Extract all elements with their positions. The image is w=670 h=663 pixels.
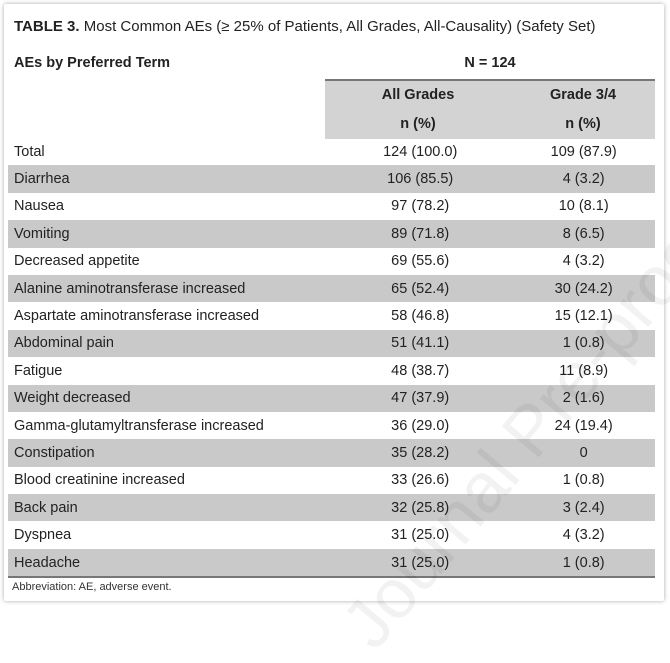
cell-all-grades: 106 (85.5) [387, 171, 454, 188]
cell-grade34: 10 (8.1) [558, 198, 609, 215]
cell-all-grades: 58 (46.8) [391, 308, 450, 325]
header-grade34: Grade 3/4 n (%) [511, 79, 655, 139]
cell-grade34: 4 (3.2) [562, 171, 605, 188]
cell-all-grades: 32 (25.8) [391, 499, 450, 516]
col-grade34: Grade 3/4 [549, 87, 617, 103]
cell-grade34: 109 (87.9) [550, 143, 617, 160]
table-row: Gamma-glutamyltransferase increased 36 (2… [8, 412, 655, 439]
cell-term: Nausea [14, 198, 64, 215]
cell-grade34: 1 (0.8) [562, 554, 605, 571]
table-body: Total 124 (100.0) 109 (87.9) Diarrhea 106 (8… [8, 138, 655, 577]
cell-all-grades: 35 (28.2) [391, 444, 450, 461]
table-row: Diarrhea 106 (85.5) 4 (3.2) [8, 165, 655, 193]
cell-term: Constipation [14, 444, 95, 461]
table-row: Dyspnea 31 (25.0) 4 (3.2) [8, 521, 655, 548]
header-all-grades: All Grades n (%) [325, 79, 511, 139]
cell-all-grades: 51 (41.1) [391, 335, 450, 352]
header-n: N = 124 [464, 55, 516, 71]
cell-grade34: 8 (6.5) [562, 225, 605, 242]
cell-all-grades: 48 (38.7) [391, 362, 450, 379]
table-caption: Most Common AEs (≥ 25% of Patients, All … [79, 18, 596, 35]
table-row: Weight decreased 47 (37.9) 2 (1.6) [8, 384, 655, 412]
table-row: Headache 31 (25.0) 1 (0.8) [8, 548, 655, 577]
footnote: Abbreviation: AE, adverse event. [12, 581, 172, 593]
cell-all-grades: 31 (25.0) [391, 554, 450, 571]
header-term: AEs by Preferred Term [14, 55, 171, 71]
cell-all-grades: 69 (55.6) [391, 253, 450, 270]
cell-term: Back pain [14, 499, 78, 516]
table-row: Constipation 35 (28.2) 0 [8, 439, 655, 467]
cell-grade34: 2 (1.6) [562, 390, 605, 407]
table-row: Back pain 32 (25.8) 3 (2.4) [8, 494, 655, 522]
cell-grade34: 30 (24.2) [554, 280, 613, 297]
table-row: Total 124 (100.0) 109 (87.9) [8, 138, 655, 165]
cell-all-grades: 124 (100.0) [383, 143, 458, 160]
cell-grade34: 1 (0.8) [562, 335, 605, 352]
cell-grade34: 0 [579, 444, 588, 461]
cell-grade34: 24 (19.4) [554, 417, 613, 434]
table-card: TABLE 3. Most Common AEs (≥ 25% of Patie… [4, 4, 664, 601]
cell-term: Weight decreased [14, 390, 131, 407]
cell-term: Alanine aminotransferase increased [14, 280, 246, 297]
table-bottom-rule [8, 576, 655, 578]
col-grade34-unit: n (%) [565, 116, 601, 132]
table-row: Decreased appetite 69 (55.6) 4 (3.2) [8, 248, 655, 275]
cell-term: Gamma-glutamyltransferase increased [14, 417, 264, 434]
cell-all-grades: 97 (78.2) [391, 198, 450, 215]
table-row: Vomiting 89 (71.8) 8 (6.5) [8, 220, 655, 248]
cell-term: Dyspnea [14, 527, 72, 544]
table-number: TABLE 3. [14, 18, 80, 35]
cell-grade34: 15 (12.1) [554, 308, 613, 325]
table-row: Fatigue 48 (38.7) 11 (8.9) [8, 357, 655, 384]
col-all-grades: All Grades [381, 87, 455, 103]
cell-all-grades: 33 (26.6) [391, 472, 450, 489]
table-row: Blood creatinine increased 33 (26.6) 1 (0.… [8, 467, 655, 494]
cell-all-grades: 31 (25.0) [391, 527, 450, 544]
cell-grade34: 1 (0.8) [562, 472, 605, 489]
cell-all-grades: 89 (71.8) [391, 225, 450, 242]
cell-grade34: 3 (2.4) [562, 499, 605, 516]
cell-all-grades: 65 (52.4) [391, 280, 450, 297]
cell-term: Decreased appetite [14, 253, 140, 270]
cell-all-grades: 36 (29.0) [391, 417, 450, 434]
table-row: Abdominal pain 51 (41.1) 1 (0.8) [8, 329, 655, 358]
table-row: Alanine aminotransferase increased 65 (52… [8, 274, 655, 303]
table-row: Nausea 97 (78.2) 10 (8.1) [8, 193, 655, 220]
cell-term: Abdominal pain [14, 335, 114, 352]
cell-grade34: 4 (3.2) [562, 253, 605, 270]
cell-term: Vomiting [14, 225, 70, 242]
cell-all-grades: 47 (37.9) [391, 390, 450, 407]
cell-grade34: 11 (8.9) [559, 362, 609, 379]
table-row: Aspartate aminotransferase increased 58 (… [8, 302, 655, 329]
cell-term: Total [14, 143, 45, 160]
table-title: TABLE 3. Most Common AEs (≥ 25% of Patie… [14, 18, 596, 35]
cell-term: Diarrhea [14, 171, 70, 188]
cell-term: Aspartate aminotransferase increased [14, 308, 260, 325]
cell-term: Blood creatinine increased [14, 472, 185, 489]
col-all-grades-unit: n (%) [400, 116, 436, 132]
cell-term: Fatigue [14, 362, 63, 379]
cell-term: Headache [14, 554, 81, 571]
cell-grade34: 4 (3.2) [562, 527, 605, 544]
